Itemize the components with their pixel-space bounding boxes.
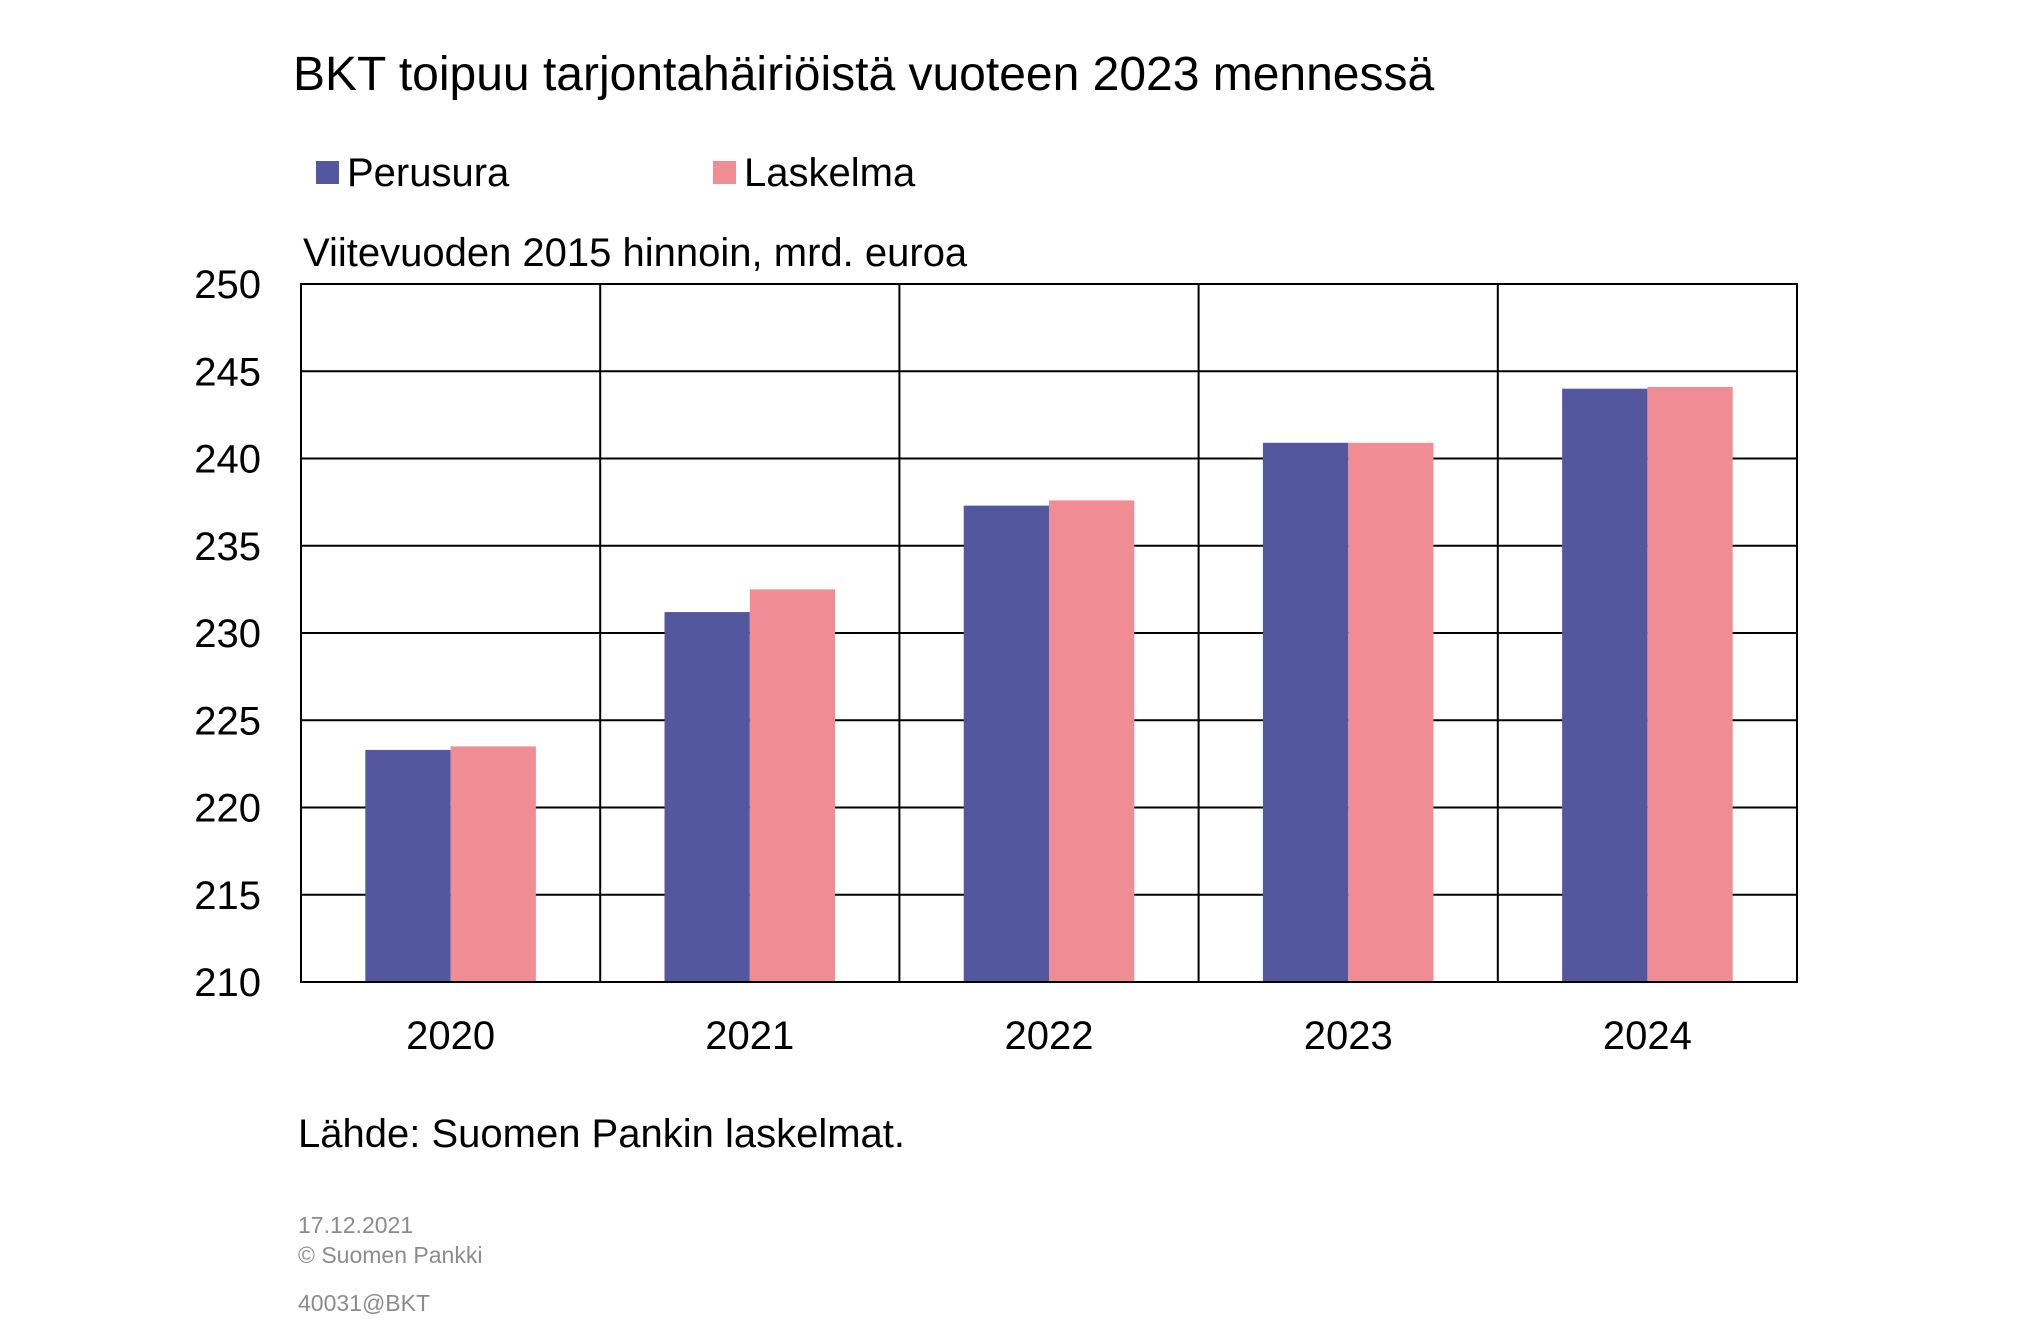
legend: Perusura Laskelma [316, 151, 916, 195]
plot-frame [300, 283, 1798, 983]
x-tick-label-2022: 2022 [1005, 1014, 1094, 1058]
bar-laskelma-2020 [450, 746, 536, 982]
y-tick-label-235: 235 [194, 525, 261, 569]
bar-perusura-2020 [365, 749, 451, 982]
x-tick-label-2021: 2021 [705, 1014, 794, 1058]
y-tick-label-210: 210 [194, 961, 261, 1005]
x-tick-labels: 2020 2021 2022 2023 2024 [406, 1014, 1692, 1058]
footer-copyright: © Suomen Pankki [298, 1242, 483, 1268]
bar-laskelma-2024 [1647, 386, 1733, 983]
legend-label-perusura: Perusura [347, 151, 510, 195]
y-tick-label-250: 250 [194, 263, 261, 307]
legend-swatch-perusura [316, 161, 339, 184]
bar-perusura-2023 [1262, 442, 1349, 982]
footer-date: 17.12.2021 [298, 1212, 414, 1238]
legend-label-laskelma: Laskelma [744, 151, 916, 195]
y-tick-label-230: 230 [194, 612, 261, 656]
bar-perusura-2022 [963, 505, 1049, 982]
y-axis-label: Viitevuoden 2015 hinnoin, mrd. euroa [303, 231, 968, 275]
chart-title: BKT toipuu tarjontahäiriöistä vuoteen 20… [293, 48, 1435, 101]
y-tick-label-225: 225 [194, 699, 261, 743]
bar-perusura-2021 [664, 612, 750, 982]
bar-perusura-2024 [1562, 388, 1648, 982]
footer-code: 40031@BKT [298, 1290, 431, 1316]
y-tick-label-215: 215 [194, 874, 261, 918]
y-tick-label-220: 220 [194, 787, 261, 831]
source-note: Lähde: Suomen Pankin laskelmat. [298, 1112, 905, 1156]
bar-laskelma-2022 [1049, 500, 1135, 982]
x-tick-label-2023: 2023 [1304, 1014, 1393, 1058]
x-tick-label-2020: 2020 [406, 1014, 495, 1058]
bar-laskelma-2023 [1348, 442, 1434, 982]
y-tick-label-245: 245 [194, 350, 261, 394]
y-tick-label-240: 240 [194, 438, 261, 482]
bar-laskelma-2021 [749, 589, 836, 982]
x-tick-label-2024: 2024 [1603, 1014, 1692, 1058]
y-tick-labels: 210 215 220 225 230 235 240 245 250 [194, 263, 261, 1005]
legend-swatch-laskelma [713, 161, 736, 184]
bars [365, 386, 1733, 983]
